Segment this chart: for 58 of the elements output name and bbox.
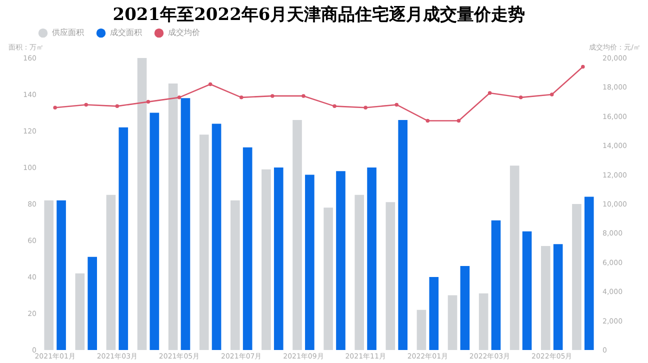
bar — [478, 293, 488, 350]
point — [332, 104, 336, 108]
bar — [354, 194, 364, 350]
legend-label: 成交面积 — [110, 28, 142, 38]
point — [302, 94, 306, 98]
bar — [106, 194, 116, 350]
bar — [44, 200, 54, 350]
bar — [510, 166, 520, 350]
legend-label: 成交均价 — [168, 28, 200, 38]
point — [115, 104, 120, 108]
bar — [416, 310, 426, 350]
bar — [305, 174, 314, 350]
bar — [242, 147, 252, 350]
bar — [88, 256, 97, 350]
bar — [584, 196, 594, 350]
bar — [522, 231, 532, 350]
point — [208, 82, 212, 86]
bar — [199, 134, 209, 350]
point — [364, 106, 368, 110]
bar — [460, 266, 470, 350]
point — [488, 91, 492, 95]
point — [581, 64, 585, 69]
bar — [553, 244, 563, 350]
bar — [118, 127, 128, 350]
point — [240, 96, 244, 100]
bar — [212, 124, 222, 350]
point — [146, 100, 150, 104]
bar — [429, 277, 439, 350]
bar — [56, 200, 66, 350]
bar — [572, 204, 582, 350]
bar — [448, 295, 458, 350]
point — [456, 118, 461, 123]
bar — [541, 246, 550, 350]
point — [394, 102, 398, 107]
bar — [137, 58, 147, 350]
bar — [336, 171, 346, 350]
bar — [150, 112, 160, 350]
bar — [168, 84, 178, 350]
bar — [180, 98, 190, 350]
bar — [292, 120, 302, 350]
point — [177, 96, 182, 100]
chart-title: 2021年至2022年6月天津商品住宅逐月成交量价走势 — [112, 5, 526, 25]
legend-label: 供应面积 — [52, 28, 84, 38]
point — [53, 106, 57, 110]
point — [270, 94, 274, 98]
bar — [491, 220, 501, 350]
bar — [75, 273, 85, 350]
point — [426, 118, 430, 123]
bar — [274, 168, 284, 350]
point — [518, 96, 523, 100]
bar — [398, 120, 408, 350]
point — [550, 92, 554, 96]
bar — [367, 168, 376, 350]
point — [84, 102, 88, 107]
bar — [262, 169, 271, 350]
bar — [386, 202, 396, 350]
bar — [324, 208, 333, 350]
bar — [230, 200, 240, 350]
